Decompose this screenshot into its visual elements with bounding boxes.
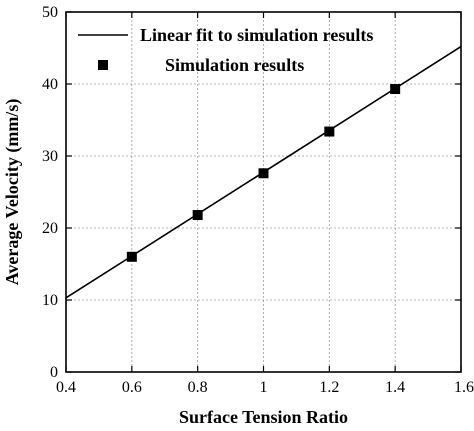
y-tick-label: 50	[42, 4, 58, 21]
data-point	[324, 126, 335, 137]
x-tick-label: 0.4	[56, 379, 76, 396]
y-axis-label: Average Velocity (mm/s)	[2, 99, 23, 286]
y-tick-label: 10	[42, 292, 58, 309]
legend: Linear fit to simulation results Simulat…	[78, 25, 373, 75]
tick-layer	[65, 11, 462, 373]
y-tick-labels: 0 10 20 30 40 50	[42, 4, 58, 381]
x-tick-label: 1.2	[319, 379, 339, 396]
y-tick-label: 20	[42, 220, 58, 237]
y-tick-label: 40	[42, 76, 58, 93]
x-axis-label: Surface Tension Ratio	[179, 407, 348, 427]
data-point	[192, 210, 203, 221]
x-tick-label: 1.6	[454, 379, 474, 396]
x-tick-label: 1.4	[385, 379, 405, 396]
x-tick-label: 0.8	[188, 379, 208, 396]
x-tick-label: 1	[260, 379, 268, 396]
legend-marker-swatch	[98, 60, 108, 70]
legend-label-simulation-results: Simulation results	[165, 55, 304, 75]
legend-label-linear-fit: Linear fit to simulation results	[140, 25, 373, 45]
y-tick-label: 30	[42, 148, 58, 165]
data-point	[390, 84, 401, 95]
x-tick-labels: 0.4 0.6 0.8 1 1.2 1.4 1.6	[56, 379, 474, 396]
grid-layer	[66, 12, 461, 372]
data-point	[258, 168, 269, 179]
data-point	[126, 251, 137, 262]
x-tick-label: 0.6	[122, 379, 142, 396]
y-tick-label: 0	[50, 364, 58, 381]
marker-layer	[126, 84, 401, 262]
